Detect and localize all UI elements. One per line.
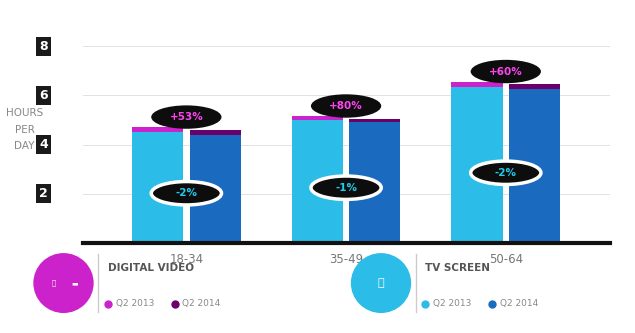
Ellipse shape	[151, 181, 222, 205]
Text: -1%: -1%	[335, 183, 357, 193]
Text: 2: 2	[39, 187, 48, 200]
Bar	[349, 119, 401, 123]
Bar	[291, 116, 343, 120]
Text: Q2 2013: Q2 2013	[433, 299, 471, 308]
Ellipse shape	[471, 161, 541, 184]
Text: 6: 6	[39, 89, 48, 102]
Text: Q2 2014: Q2 2014	[182, 299, 220, 308]
Bar	[132, 132, 183, 243]
Ellipse shape	[311, 176, 381, 199]
Text: HOURS
PER
DAY: HOURS PER DAY	[6, 109, 43, 151]
Ellipse shape	[151, 105, 222, 129]
Bar	[349, 123, 401, 243]
Ellipse shape	[351, 253, 411, 313]
Text: 🖥: 🖥	[378, 278, 384, 288]
Ellipse shape	[33, 253, 94, 313]
Text: -2%: -2%	[495, 168, 517, 178]
Bar	[190, 135, 241, 243]
Text: -2%: -2%	[175, 188, 197, 198]
Text: 8: 8	[39, 40, 48, 53]
Text: TV SCREEN: TV SCREEN	[425, 263, 490, 273]
Bar	[190, 130, 241, 135]
Text: Q2 2013: Q2 2013	[116, 299, 154, 308]
Text: DIGITAL VIDEO: DIGITAL VIDEO	[108, 263, 194, 273]
Ellipse shape	[311, 94, 381, 118]
Bar	[132, 128, 183, 132]
Ellipse shape	[471, 60, 541, 83]
Bar	[451, 87, 502, 243]
Text: +80%: +80%	[329, 101, 363, 111]
Text: +60%: +60%	[489, 67, 523, 77]
Bar	[509, 84, 560, 89]
Text: ▬: ▬	[72, 280, 78, 286]
Bar	[291, 120, 343, 243]
Bar	[509, 89, 560, 243]
Bar	[451, 82, 502, 87]
Text: 4: 4	[39, 138, 48, 151]
Text: Q2 2014: Q2 2014	[500, 299, 538, 308]
Text: +53%: +53%	[170, 112, 203, 122]
Text: ⬛: ⬛	[52, 280, 56, 286]
